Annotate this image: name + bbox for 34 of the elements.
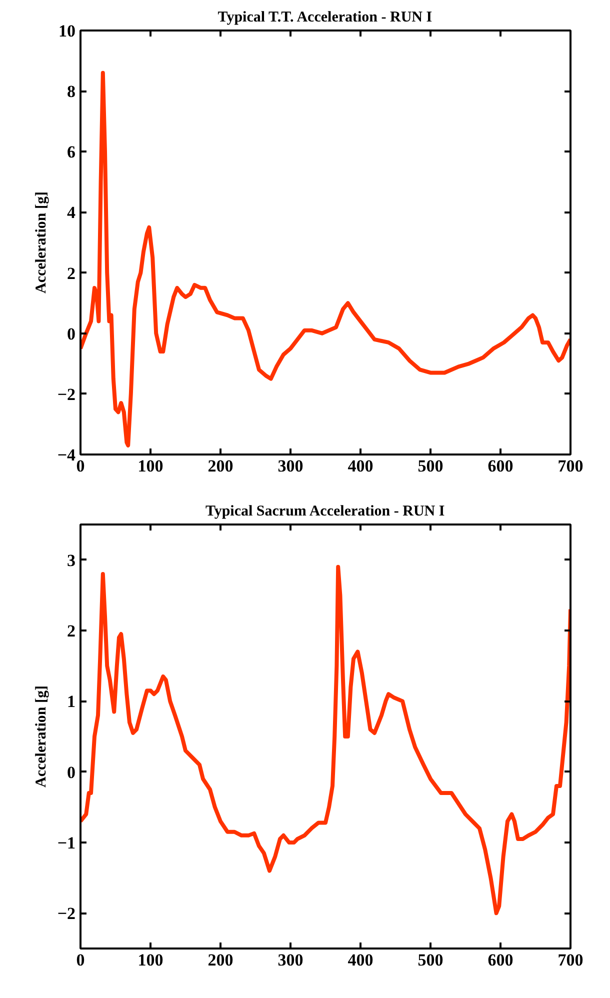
x-tick-label: 400 [348, 950, 374, 970]
x-tick-label: 500 [418, 456, 444, 476]
chart-title: Typical T.T. Acceleration - RUN I [218, 10, 432, 26]
line-series [80, 70, 570, 448]
y-tick-label: 6 [67, 142, 76, 162]
y-axis-title: Acceleration [g] [33, 191, 50, 294]
x-tick-label: 700 [558, 456, 584, 476]
x-tick-label: 400 [348, 456, 374, 476]
y-tick-label: −4 [57, 446, 76, 464]
y-tick-label: 1 [67, 692, 76, 712]
chart-title: Typical Sacrum Acceleration - RUN I [205, 504, 445, 520]
x-tick-label: 600 [488, 950, 514, 970]
y-tick-label: −1 [57, 834, 76, 852]
y-tick-label: 0 [67, 324, 76, 344]
y-tick-label: −2 [57, 904, 76, 924]
y-tick-label: 0 [67, 762, 76, 782]
x-tick-label: 300 [278, 950, 304, 970]
line-series [80, 564, 570, 916]
y-axis-title: Acceleration [g] [33, 685, 50, 788]
y-tick-label: 2 [67, 622, 76, 640]
x-tick-label: 100 [138, 456, 164, 476]
y-tick-label: 3 [67, 550, 76, 570]
x-tick-label: 300 [278, 456, 304, 476]
y-tick-label: 4 [67, 203, 76, 222]
y-tick-label: 8 [67, 82, 76, 102]
x-tick-label: 500 [418, 950, 444, 970]
x-tick-label: 700 [558, 950, 584, 970]
x-tick-label: 600 [488, 456, 514, 476]
x-tick-label: 200 [208, 950, 234, 970]
y-tick-label: 10 [58, 22, 76, 40]
y-tick-label: −2 [57, 384, 76, 404]
x-tick-label: 100 [138, 950, 164, 970]
y-tick-label: 2 [67, 264, 76, 283]
x-tick-label: 200 [208, 456, 234, 476]
